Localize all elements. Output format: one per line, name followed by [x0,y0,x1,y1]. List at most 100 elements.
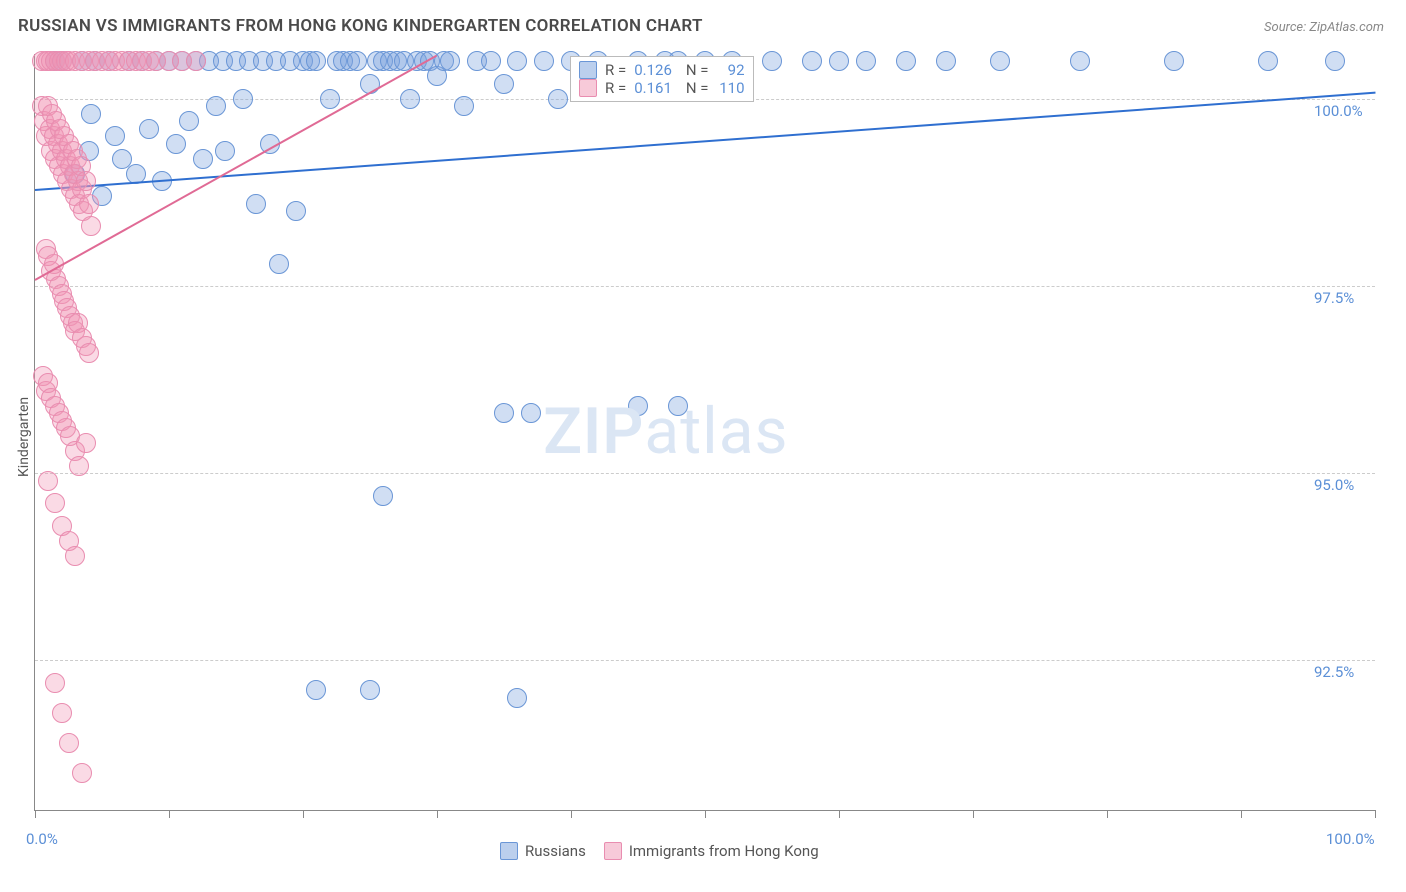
scatter-point [1258,51,1278,71]
scatter-point [76,171,96,191]
scatter-point [1070,51,1090,71]
x-tick [1241,810,1242,818]
source-label: Source: ZipAtlas.com [1264,20,1384,35]
scatter-point [179,111,199,131]
scatter-point [762,51,782,71]
scatter-point [65,546,85,566]
scatter-point [79,194,99,214]
legend-swatch [500,842,518,860]
scatter-point [269,254,289,274]
scatter-point [72,763,92,783]
scatter-point [1325,51,1345,71]
legend-swatch [579,79,597,97]
r-value: 0.126 [634,61,672,79]
scatter-point [215,141,235,161]
scatter-plot [34,54,1375,811]
legend-item: Immigrants from Hong Kong [604,842,819,860]
legend-label: Immigrants from Hong Kong [629,842,819,860]
x-tick-label: 100.0% [1326,830,1375,848]
scatter-point [628,396,648,416]
scatter-point [896,51,916,71]
r-value: 0.161 [634,79,672,97]
x-tick [1375,810,1376,818]
scatter-point [105,126,125,146]
scatter-point [76,433,96,453]
legend-label: Russians [525,842,586,860]
scatter-point [306,51,326,71]
scatter-point [81,104,101,124]
y-tick-label: 97.5% [1314,289,1354,307]
x-tick-label: 0.0% [26,830,58,848]
gridline [35,660,1375,661]
scatter-point [45,493,65,513]
y-tick-label: 92.5% [1314,663,1354,681]
trend-line [35,54,438,280]
n-label: N = [686,79,709,97]
n-value: 92 [717,61,745,79]
scatter-point [668,396,688,416]
legend-item: Russians [500,842,586,860]
n-label: N = [686,61,709,79]
gridline [35,286,1375,287]
scatter-point [494,74,514,94]
scatter-point [79,343,99,363]
scatter-point [1164,51,1184,71]
x-tick [973,810,974,818]
gridline [35,473,1375,474]
scatter-point [38,471,58,491]
scatter-point [233,89,253,109]
scatter-point [400,89,420,109]
scatter-point [507,51,527,71]
legend-swatch [579,61,597,79]
scatter-point [166,134,186,154]
y-axis-label: Kindergarten [16,397,32,477]
x-tick [437,810,438,818]
legend-series: Russians Immigrants from Hong Kong [500,842,819,860]
scatter-point [829,51,849,71]
x-tick [169,810,170,818]
x-tick [1107,810,1108,818]
scatter-point [534,51,554,71]
y-tick-label: 95.0% [1314,476,1354,494]
legend-stat-row: R = 0.126 N = 92 [579,61,745,79]
scatter-point [373,486,393,506]
x-tick [35,810,36,818]
scatter-point [440,51,460,71]
scatter-point [59,733,79,753]
x-tick [303,810,304,818]
scatter-point [360,680,380,700]
n-value: 110 [717,79,745,97]
scatter-point [990,51,1010,71]
scatter-point [521,403,541,423]
legend-swatch [604,842,622,860]
scatter-point [306,680,326,700]
scatter-point [494,403,514,423]
legend-stat-row: R = 0.161 N = 110 [579,79,745,97]
scatter-point [548,89,568,109]
x-tick [839,810,840,818]
x-tick [705,810,706,818]
scatter-point [81,216,101,236]
scatter-point [45,673,65,693]
scatter-point [69,456,89,476]
scatter-point [481,51,501,71]
scatter-point [206,96,226,116]
r-label: R = [605,61,626,79]
scatter-point [856,51,876,71]
scatter-point [454,96,474,116]
scatter-point [52,703,72,723]
scatter-point [347,51,367,71]
scatter-point [139,119,159,139]
x-tick [571,810,572,818]
scatter-point [286,201,306,221]
scatter-point [186,51,206,71]
scatter-point [193,149,213,169]
r-label: R = [605,79,626,97]
scatter-point [507,688,527,708]
scatter-point [320,89,340,109]
chart-title: RUSSIAN VS IMMIGRANTS FROM HONG KONG KIN… [18,16,703,36]
legend-stats: R = 0.126 N = 92 R = 0.161 N = 110 [570,56,754,102]
scatter-point [802,51,822,71]
y-tick-label: 100.0% [1314,102,1363,120]
scatter-point [936,51,956,71]
